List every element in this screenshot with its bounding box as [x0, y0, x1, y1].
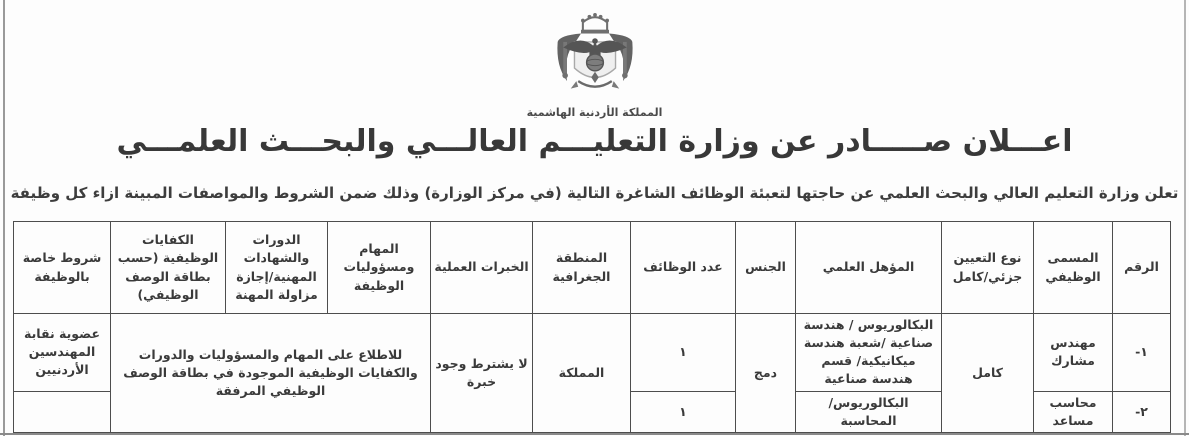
- vacancies-table: الرقم المسمى الوظيفي نوع التعيين جزئي/كا…: [13, 221, 1171, 433]
- cell-number: ١-: [1112, 313, 1171, 392]
- header-appointment-type: نوع التعيين جزئي/كامل: [941, 221, 1034, 314]
- header-number: الرقم: [1112, 221, 1171, 314]
- header-courses: الدورات والشهادات المهنية/إجازة مزاولة ا…: [225, 221, 328, 314]
- header-gender: الجنس: [735, 221, 796, 314]
- header-special-conditions: شروط خاصة بالوظيفة: [13, 221, 111, 314]
- page-edge-left: [3, 0, 5, 436]
- cell-appointment-type: كامل: [941, 313, 1034, 433]
- cell-qualification: البكالوريوس/ المحاسبة: [795, 390, 942, 433]
- table-header-row: الرقم المسمى الوظيفي نوع التعيين جزئي/كا…: [13, 221, 1171, 314]
- cell-special-conditions: [13, 390, 111, 433]
- announcement-subtitle: تعلن وزارة التعليم العالي والبحث العلمي …: [10, 184, 1179, 202]
- header-region: المنطقة الجغرافية: [532, 221, 631, 314]
- cell-number: ٢-: [1112, 390, 1171, 433]
- cell-merged-note: للاطلاع على المهام والمسؤوليات والدورات …: [110, 313, 431, 433]
- cell-gender: دمج: [735, 313, 796, 433]
- table-row: ٢- محاسب مساعد البكالوريوس/ المحاسبة ١: [13, 390, 1171, 433]
- header-experience: الخبرات العملية: [430, 221, 533, 314]
- cell-qualification: البكالوريوس / هندسة صناعية /شعبة هندسة م…: [795, 313, 942, 392]
- cell-job-title: مهندس مشارك: [1033, 313, 1113, 392]
- table-row: ١- مهندس مشارك كامل البكالوريوس / هندسة …: [13, 313, 1171, 433]
- header-emblem-block: المملكة الأردنية الهاشمية: [515, 10, 675, 119]
- header-qualification: المؤهل العلمي: [795, 221, 942, 314]
- page-edge-bottom: [0, 433, 1189, 435]
- cell-positions-count: ١: [630, 313, 736, 392]
- emblem-caption: المملكة الأردنية الهاشمية: [526, 106, 663, 119]
- header-job-title: المسمى الوظيفي: [1033, 221, 1113, 314]
- header-positions-count: عدد الوظائف: [630, 221, 736, 314]
- cell-positions-count: ١: [630, 390, 736, 433]
- header-duties: المهام ومسؤوليات الوظيفة: [327, 221, 431, 314]
- announcement-title: اعـــلان صـــــادر عن وزارة التعليـــم ا…: [116, 124, 1073, 159]
- jordan-coat-of-arms-icon: [539, 13, 651, 104]
- cell-job-title: محاسب مساعد: [1033, 390, 1113, 433]
- page-edge-right: [1184, 0, 1186, 436]
- header-competencies: الكفايات الوظيفية (حسب بطاقة الوصف الوظي…: [110, 221, 226, 314]
- cell-region: المملكة: [532, 313, 631, 433]
- cell-special-conditions: عضوية نقابة المهندسين الأردنيين: [13, 313, 111, 392]
- cell-experience: لا يشترط وجود خبرة: [430, 313, 533, 433]
